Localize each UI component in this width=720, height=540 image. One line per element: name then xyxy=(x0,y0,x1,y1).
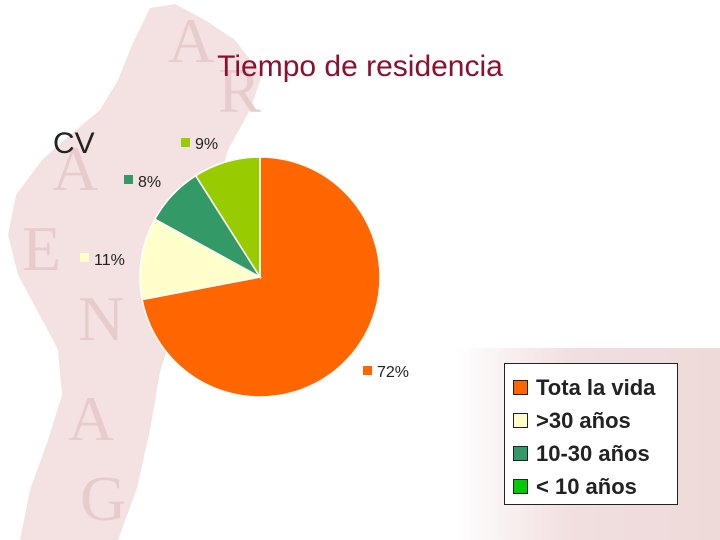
legend-label-mas-30-anos: >30 años xyxy=(536,407,631,433)
slice-label-mas-30-anos: 11% xyxy=(94,252,125,269)
slice-label-marker-menos-10-anos xyxy=(181,138,190,147)
region-label: CV xyxy=(53,127,95,160)
svg-text:N: N xyxy=(78,283,124,354)
svg-text:A: A xyxy=(52,133,98,204)
legend-swatch-tota-la-vida xyxy=(513,380,528,395)
legend-label-10-30-anos: 10-30 años xyxy=(536,440,650,466)
legend-label-menos-10-anos: < 10 años xyxy=(536,473,637,499)
slice-label-10-30-anos: 8% xyxy=(138,174,161,191)
pie-slice-mas-30-anos xyxy=(139,218,263,301)
chart-title: Tiempo de residencia xyxy=(0,50,720,84)
chart-title-text: Tiempo de residencia xyxy=(217,50,503,83)
chart-legend: Tota la vida >30 años 10-30 años < 10 añ… xyxy=(504,363,678,505)
slice-label-menos-10-anos: 9% xyxy=(195,136,218,153)
legend-item-10-30-anos: 10-30 años xyxy=(513,437,677,470)
pie-slice-menos-10-anos xyxy=(194,156,261,280)
svg-text:A: A xyxy=(168,5,214,76)
legend-swatch-10-30-anos xyxy=(513,446,528,461)
svg-text:G: G xyxy=(80,463,126,534)
svg-text:E: E xyxy=(22,213,61,284)
svg-text:A: A xyxy=(68,383,114,454)
slice-label-marker-tota-la-vida xyxy=(363,366,372,375)
legend-label-tota-la-vida: Tota la vida xyxy=(536,374,656,400)
watermark-map-silhouette xyxy=(8,4,262,540)
legend-swatch-mas-30-anos xyxy=(513,413,528,428)
legend-item-menos-10-anos: < 10 años xyxy=(513,470,677,503)
svg-text:R: R xyxy=(218,55,261,126)
legend-swatch-menos-10-anos xyxy=(513,479,528,494)
slice-label-marker-mas-30-anos xyxy=(80,253,89,262)
slice-label-tota-la-vida: 72% xyxy=(377,364,409,381)
legend-item-mas-30-anos: >30 años xyxy=(513,404,677,437)
watermark-letters: A R A E N A G xyxy=(22,5,261,534)
legend-item-tota-la-vida: Tota la vida xyxy=(513,371,677,404)
slice-label-marker-10-30-anos xyxy=(124,175,133,184)
